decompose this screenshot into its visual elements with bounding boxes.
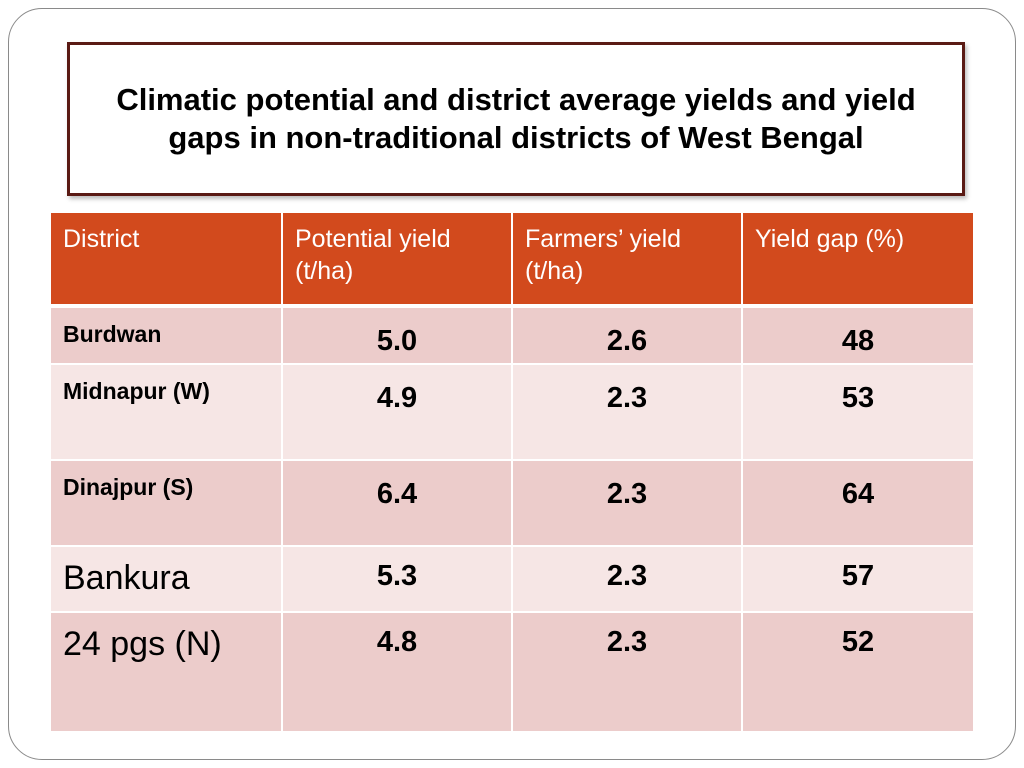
potential-yield-cell: 6.4 bbox=[282, 460, 513, 547]
yield-gap-cell: 57 bbox=[742, 546, 973, 613]
header-farmers-yield: Farmers’ yield (t/ha) bbox=[512, 213, 743, 308]
farmers-yield-cell: 2.3 bbox=[512, 612, 743, 733]
table-row: Bankura 5.3 2.3 57 bbox=[51, 546, 973, 613]
slide-title: Climatic potential and district average … bbox=[116, 82, 916, 155]
yield-table: District Potential yield (t/ha) Farmers’… bbox=[51, 213, 973, 733]
title-box: Climatic potential and district average … bbox=[67, 42, 965, 196]
farmers-yield-cell: 2.3 bbox=[512, 460, 743, 547]
header-yield-gap: Yield gap (%) bbox=[742, 213, 973, 308]
table-row: Dinajpur (S) 6.4 2.3 64 bbox=[51, 460, 973, 547]
district-cell: Burdwan bbox=[51, 306, 283, 365]
district-cell: Bankura bbox=[51, 546, 283, 613]
potential-yield-cell: 5.0 bbox=[282, 306, 513, 365]
district-cell: 24 pgs (N) bbox=[51, 612, 283, 733]
potential-yield-cell: 5.3 bbox=[282, 546, 513, 613]
yield-gap-cell: 48 bbox=[742, 306, 973, 365]
yield-gap-cell: 64 bbox=[742, 460, 973, 547]
farmers-yield-cell: 2.6 bbox=[512, 306, 743, 365]
district-cell: Dinajpur (S) bbox=[51, 460, 283, 547]
header-district: District bbox=[51, 213, 283, 308]
yield-gap-cell: 53 bbox=[742, 364, 973, 461]
farmers-yield-cell: 2.3 bbox=[512, 546, 743, 613]
table-row: Burdwan 5.0 2.6 48 bbox=[51, 306, 973, 365]
table-row: Midnapur (W) 4.9 2.3 53 bbox=[51, 364, 973, 461]
header-potential-yield: Potential yield (t/ha) bbox=[282, 213, 513, 308]
table-header-row: District Potential yield (t/ha) Farmers’… bbox=[51, 213, 973, 308]
table-row: 24 pgs (N) 4.8 2.3 52 bbox=[51, 612, 973, 733]
yield-gap-cell: 52 bbox=[742, 612, 973, 733]
district-cell: Midnapur (W) bbox=[51, 364, 283, 461]
potential-yield-cell: 4.9 bbox=[282, 364, 513, 461]
potential-yield-cell: 4.8 bbox=[282, 612, 513, 733]
farmers-yield-cell: 2.3 bbox=[512, 364, 743, 461]
